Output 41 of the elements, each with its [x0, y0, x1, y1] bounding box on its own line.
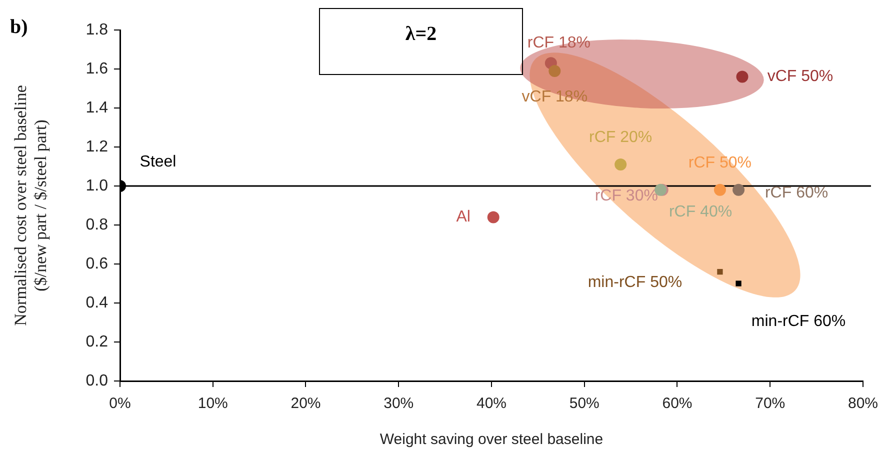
point	[736, 70, 748, 83]
x-tick-label: 70%	[755, 395, 786, 412]
y-tick-label: 0.2	[86, 333, 108, 350]
point	[717, 268, 723, 275]
point	[714, 184, 726, 196]
y-tick-label: 1.8	[86, 21, 108, 38]
series-label: rCF 50%	[688, 154, 752, 172]
x-tick-label: 80%	[848, 395, 878, 412]
label-box: λ=2	[319, 8, 523, 75]
point	[736, 280, 742, 286]
point	[614, 158, 627, 171]
series-label: vCF 50%	[767, 68, 834, 86]
y-tick-label: 0.0	[86, 372, 108, 390]
y-tick-label: 1.4	[86, 99, 108, 116]
y-tick-label: 0.4	[86, 294, 108, 312]
y-tick-label: 0.6	[86, 255, 108, 272]
point	[487, 211, 500, 224]
y-axis-title: Normalised cost over steel baseline ($/new part / $/steel part)	[11, 85, 50, 326]
x-tick-label: 20%	[290, 395, 321, 412]
series-label: Al	[456, 208, 470, 226]
x-tick-label: 30%	[384, 395, 414, 412]
series-label: rCF 60%	[764, 184, 828, 202]
y-tick-label: 1.6	[86, 60, 108, 78]
point	[732, 184, 745, 196]
series-label: min-rCF 60%	[751, 312, 846, 330]
y-tick-label: 0.8	[86, 216, 108, 234]
series-label: Steel	[140, 153, 176, 170]
x-tick-label: 0%	[109, 395, 131, 412]
series-label: rCF 40%	[668, 203, 732, 220]
text: b)	[10, 16, 28, 39]
x-tick-label: 10%	[198, 395, 228, 412]
point	[548, 64, 561, 77]
text: min-rCF 50%	[588, 274, 682, 292]
annotation: λ=2	[405, 23, 437, 47]
y-tick-label: 1.0	[86, 177, 108, 194]
x-tick-label: 60%	[662, 395, 692, 412]
x-tick-label: 40%	[476, 395, 507, 412]
x-tick-label: 50%	[569, 395, 600, 412]
x-axis-title: Weight saving over steel baseline	[380, 431, 604, 448]
y-tick-label: 1.2	[86, 138, 108, 156]
series-label: rCF 20%	[589, 128, 652, 146]
